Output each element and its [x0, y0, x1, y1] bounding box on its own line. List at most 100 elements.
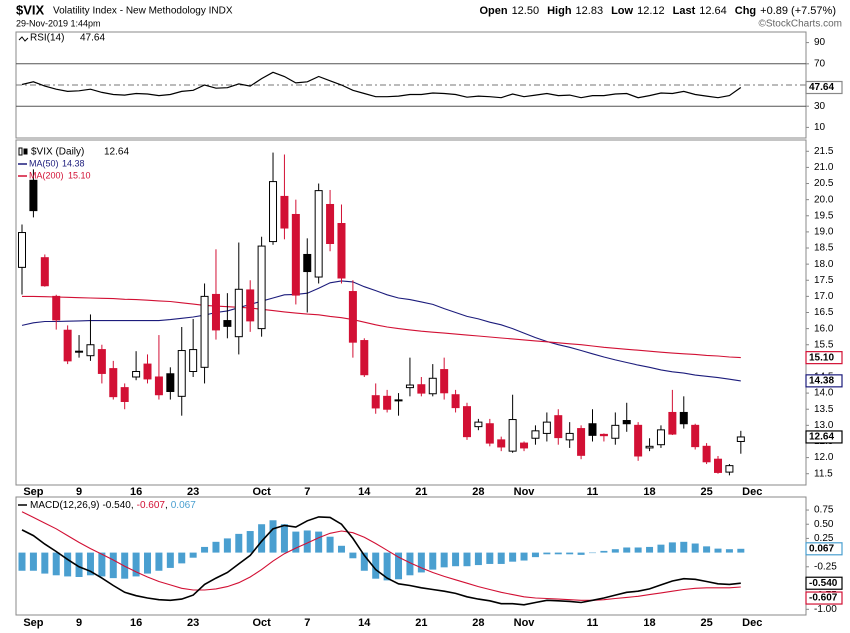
legend-name: MA(50) [29, 158, 59, 168]
y-tick-label: 0.75 [814, 505, 834, 516]
signal-line [21, 511, 741, 601]
candle-body [75, 350, 84, 353]
quote-value: 12.12 [637, 5, 665, 17]
histogram-bar [109, 552, 117, 579]
histogram-bar [315, 531, 323, 553]
histogram-bar [395, 552, 403, 580]
x-tick-label: Dec [742, 486, 762, 498]
histogram-bar [98, 552, 106, 577]
quote-label: High [547, 5, 572, 17]
candle-body [474, 421, 483, 428]
price-tag-box [805, 430, 843, 444]
legend-name: MACD(12,26,9) [30, 500, 99, 511]
histogram-bar [714, 548, 722, 553]
candle-body [634, 424, 643, 457]
copyright: ©StockCharts.com [758, 19, 842, 30]
candle-body [257, 245, 266, 330]
y-tick-label: 70 [814, 58, 826, 69]
x-tick-label: 21 [415, 617, 427, 629]
signal-tag: -0.607 [809, 593, 838, 604]
candle-body [588, 423, 597, 436]
histogram-bar [623, 547, 631, 553]
candle-body [577, 428, 586, 456]
candle-body [18, 232, 26, 268]
candle-body [326, 203, 335, 244]
timestamp: 29-Nov-2019 1:44pm [16, 18, 101, 28]
candle-body [542, 421, 551, 434]
candle-body [645, 445, 654, 449]
macd-tag: -0.540 [809, 578, 838, 589]
histogram-bar [223, 538, 231, 553]
legend-name: RSI(14) [30, 33, 64, 44]
candle-body [611, 424, 620, 439]
macd-tag-box [805, 576, 843, 590]
legend-value: 12.64 [104, 147, 129, 158]
histogram-bar [86, 552, 94, 576]
ma-tag: 15.10 [809, 352, 834, 363]
rsi-tag: 47.64 [809, 82, 834, 93]
histogram-bar [668, 542, 676, 553]
candle-body [462, 406, 471, 438]
histogram-bar [452, 552, 460, 567]
histogram-bar [566, 552, 574, 555]
x-tick-label: 9 [76, 486, 82, 498]
candle-body [109, 368, 118, 398]
candle-body [223, 320, 232, 327]
y-tick-label: 16.0 [814, 323, 834, 334]
candle-body [714, 458, 723, 473]
y-tick-label: 10 [814, 122, 826, 133]
x-tick-label: 21 [415, 486, 427, 498]
histogram-bar [155, 552, 163, 571]
candle-body [97, 349, 106, 374]
histogram-bar [18, 552, 26, 571]
y-tick-label: 21.0 [814, 162, 834, 173]
histogram-bar [326, 536, 334, 553]
histogram-bar [486, 552, 494, 564]
x-tick-label: Nov [514, 617, 536, 629]
y-tick-label: -1.00 [814, 604, 837, 615]
signal-tag-box [805, 591, 843, 605]
histogram-bar [178, 552, 186, 564]
histogram-bar [303, 530, 311, 553]
legend-name: $VIX (Daily) [31, 147, 84, 158]
x-tick-label: 25 [700, 486, 712, 498]
histogram-bar [166, 552, 174, 568]
histogram-bar [246, 531, 254, 553]
histogram-tag-box [805, 542, 843, 556]
y-tick-label: 17.5 [814, 275, 834, 286]
x-tick-label: Nov [514, 486, 536, 498]
ma-tag-box [805, 374, 843, 388]
x-tick-label: 16 [130, 617, 142, 629]
histogram-bar [349, 552, 357, 559]
moving-average [21, 280, 741, 382]
histogram-bar [737, 548, 745, 553]
histogram-bar [463, 552, 471, 567]
histogram-bar [406, 552, 414, 576]
x-tick-label: 28 [472, 486, 484, 498]
histogram-bar [543, 552, 551, 555]
histogram-bar [611, 549, 619, 553]
y-tick-label: 19.5 [814, 210, 834, 221]
candle-body [154, 376, 163, 396]
y-tick-label: 20.0 [814, 194, 834, 205]
y-tick-label: 18.5 [814, 243, 834, 254]
candle-body [189, 349, 198, 373]
histogram-bar [474, 552, 482, 566]
macd-line [21, 516, 741, 606]
rsi-tag-box [805, 80, 843, 95]
legend-icon [18, 36, 29, 42]
histogram-bar [646, 546, 654, 553]
x-tick-label: Oct [252, 617, 271, 629]
histogram-bar [337, 545, 345, 553]
histogram-bar [577, 552, 585, 555]
histogram-bar [680, 541, 688, 553]
candle-body [725, 465, 734, 473]
histogram-bar [144, 552, 152, 574]
histogram-bar [440, 552, 448, 568]
histogram-bar [64, 552, 72, 577]
legend-name: MA(200) [29, 170, 64, 180]
histogram-bar [269, 520, 277, 553]
quote-label: Last [673, 5, 696, 17]
